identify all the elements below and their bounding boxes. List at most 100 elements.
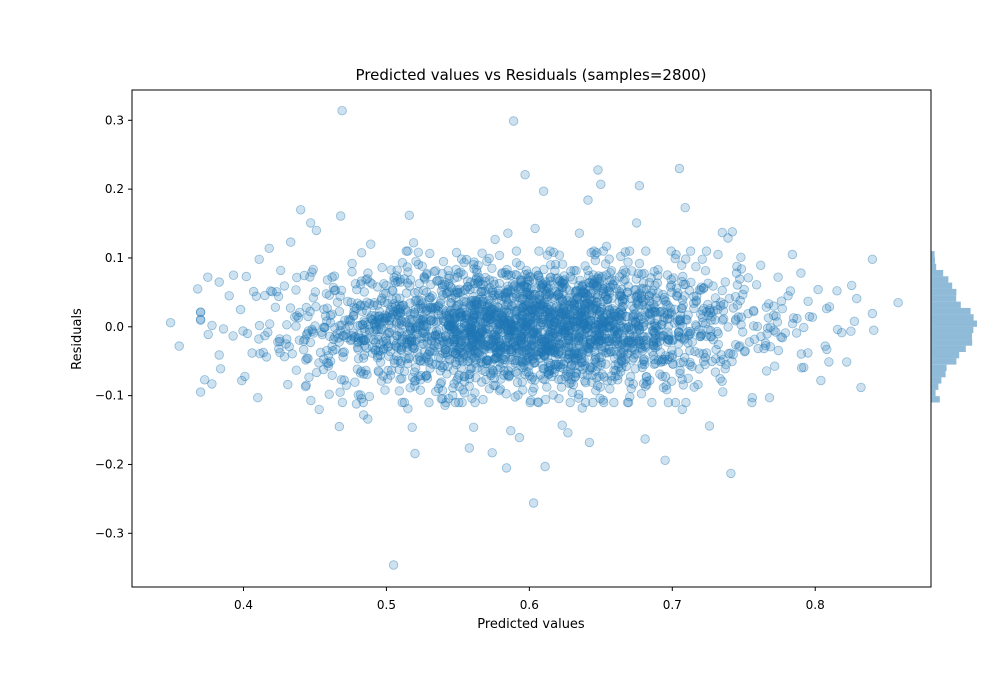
data-point: [590, 250, 600, 260]
data-point: [677, 295, 688, 305]
data-point: [544, 366, 555, 376]
data-point: [365, 277, 375, 288]
data-point: [347, 267, 357, 277]
x-tick-label: 0.5: [377, 598, 396, 612]
data-point: [384, 327, 395, 338]
data-point: [506, 319, 516, 329]
data-point: [451, 340, 461, 350]
data-point: [649, 339, 659, 349]
data-point: [759, 343, 769, 354]
data-point: [487, 287, 497, 298]
data-point: [554, 333, 565, 343]
data-point: [248, 286, 259, 297]
data-point: [576, 331, 587, 341]
data-point: [526, 305, 536, 315]
data-point: [451, 359, 462, 370]
histogram-bar: [931, 364, 947, 371]
histogram-bar: [931, 383, 939, 390]
data-point: [616, 366, 626, 377]
data-point: [609, 365, 619, 376]
data-point: [709, 306, 719, 316]
data-point: [468, 310, 479, 321]
data-point: [557, 277, 568, 288]
data-point: [237, 375, 247, 386]
data-point: [308, 328, 319, 338]
data-point: [658, 383, 669, 393]
data-point: [472, 363, 482, 373]
data-point: [518, 347, 529, 357]
data-point: [568, 355, 579, 366]
data-point: [530, 313, 540, 323]
data-point: [663, 321, 674, 332]
data-point: [477, 248, 487, 258]
data-point: [397, 334, 408, 344]
data-point: [195, 315, 206, 325]
data-point: [490, 234, 500, 245]
data-point: [649, 327, 659, 338]
data-point: [594, 306, 605, 317]
data-point: [508, 337, 518, 347]
data-point: [610, 276, 620, 286]
data-point: [434, 352, 444, 363]
data-point: [499, 316, 509, 327]
data-point: [503, 371, 514, 381]
data-point: [515, 260, 525, 271]
data-point: [512, 368, 523, 379]
data-point: [517, 276, 527, 286]
data-point: [402, 262, 412, 272]
data-point: [199, 375, 210, 385]
data-point: [508, 116, 519, 126]
data-point: [386, 323, 397, 333]
data-point: [598, 246, 609, 256]
data-point: [602, 286, 612, 296]
data-point: [419, 356, 429, 366]
data-point: [300, 381, 311, 392]
data-point: [454, 370, 464, 380]
histogram-bar: [931, 301, 961, 308]
data-point: [532, 350, 543, 360]
data-point: [424, 346, 435, 357]
data-point: [445, 322, 455, 332]
data-point: [460, 285, 471, 295]
histogram-bar: [931, 358, 957, 365]
data-point: [554, 393, 564, 404]
data-point: [337, 397, 348, 408]
data-point: [452, 300, 462, 311]
data-point: [322, 303, 332, 313]
data-point: [549, 316, 560, 327]
data-point: [451, 264, 461, 275]
data-point: [294, 335, 305, 345]
data-point: [454, 355, 465, 366]
data-point: [813, 284, 823, 295]
data-point: [364, 391, 375, 402]
data-point: [606, 347, 617, 357]
data-point: [311, 225, 322, 236]
data-point: [623, 257, 633, 267]
data-point: [477, 357, 487, 367]
data-point: [717, 285, 727, 296]
data-point: [710, 315, 720, 325]
data-point: [506, 332, 516, 342]
data-point: [653, 288, 663, 298]
data-point: [397, 320, 407, 330]
data-point: [544, 366, 554, 376]
data-point: [619, 276, 629, 286]
data-point: [568, 275, 578, 285]
data-point: [698, 317, 708, 328]
data-point: [292, 311, 302, 321]
data-point: [444, 287, 454, 297]
data-point: [394, 307, 404, 317]
data-point: [468, 259, 479, 270]
data-point: [426, 293, 436, 303]
data-point: [404, 210, 415, 221]
data-point: [353, 390, 364, 400]
data-point: [706, 315, 716, 326]
data-point: [609, 397, 619, 408]
data-point: [485, 339, 495, 349]
data-point: [293, 312, 304, 323]
data-point: [580, 307, 590, 317]
data-point: [548, 390, 558, 400]
data-point: [470, 397, 480, 408]
data-point: [359, 316, 369, 326]
data-point: [648, 340, 659, 351]
